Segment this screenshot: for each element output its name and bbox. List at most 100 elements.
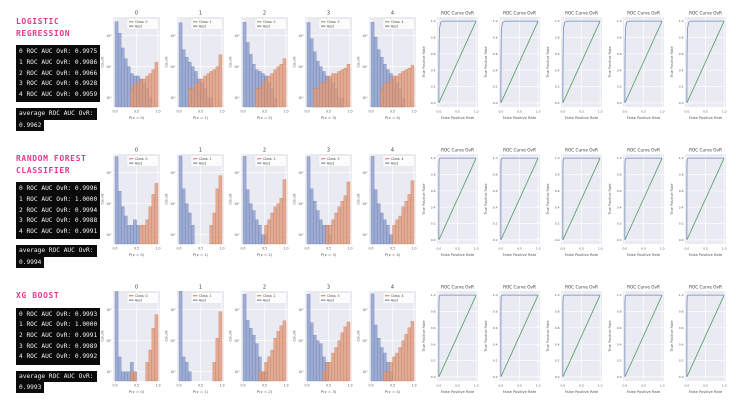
svg-text:0.4: 0.4 bbox=[679, 68, 684, 72]
svg-text:P(x = 1): P(x = 1) bbox=[193, 389, 209, 394]
roc-curve-plot-1: ROC Curve OvR True Positive Rate 0.0 0.2 0.4… bbox=[482, 145, 544, 263]
svg-text:0.5: 0.5 bbox=[390, 110, 395, 114]
roc-curve-plot-1: ROC Curve OvR True Positive Rate 0.0 0.2 0.4… bbox=[482, 282, 544, 400]
svg-text:0.4: 0.4 bbox=[493, 342, 498, 346]
svg-text:0.4: 0.4 bbox=[617, 68, 622, 72]
histograms-group: Class: 0 Rest 0 Count 10² 10¹ 10⁰ 0.0 0.5 1.0 P(x … bbox=[100, 274, 420, 400]
svg-text:10²: 10² bbox=[170, 171, 176, 175]
roc-curve-svg: ROC Curve OvR True Positive Rate 0.0 0.2 0.4… bbox=[608, 285, 665, 395]
svg-text:True Positive Rate: True Positive Rate bbox=[484, 320, 488, 352]
svg-text:1.0: 1.0 bbox=[283, 247, 288, 251]
svg-text:0.8: 0.8 bbox=[679, 173, 684, 177]
svg-text:0.0: 0.0 bbox=[176, 247, 181, 251]
svg-text:0.8: 0.8 bbox=[617, 173, 622, 177]
svg-text:0.5: 0.5 bbox=[641, 247, 646, 251]
roc-curve-svg: ROC Curve OvR True Positive Rate 0.0 0.2 0.4… bbox=[422, 285, 479, 395]
roc-curve-plot-0: ROC Curve OvR True Positive Rate 0.0 0.2 0.4… bbox=[420, 282, 482, 400]
svg-text:0.8: 0.8 bbox=[493, 173, 498, 177]
auc-score-line: 3 ROC AUC OvR: 0.9928 bbox=[19, 80, 98, 88]
svg-text:1: 1 bbox=[199, 148, 202, 154]
svg-text:0.8: 0.8 bbox=[431, 173, 436, 177]
svg-text:1.0: 1.0 bbox=[431, 156, 436, 160]
svg-text:10¹: 10¹ bbox=[362, 339, 368, 343]
svg-text:False Positive Rate: False Positive Rate bbox=[441, 253, 475, 257]
svg-text:10⁰: 10⁰ bbox=[362, 370, 368, 374]
svg-text:True Positive Rate: True Positive Rate bbox=[546, 320, 550, 352]
svg-text:0.0: 0.0 bbox=[112, 247, 117, 251]
svg-text:10⁰: 10⁰ bbox=[170, 96, 176, 100]
svg-text:False Positive Rate: False Positive Rate bbox=[565, 116, 599, 120]
svg-text:0.0: 0.0 bbox=[368, 384, 373, 388]
svg-text:0.5: 0.5 bbox=[134, 384, 139, 388]
histograms-group: Class: 0 Rest 0 Count 10² 10¹ 10⁰ 0.0 0.5 1.0 P(x … bbox=[100, 137, 420, 263]
svg-text:1.0: 1.0 bbox=[617, 293, 622, 297]
svg-text:1.0: 1.0 bbox=[598, 110, 603, 114]
svg-text:Count: Count bbox=[292, 56, 297, 68]
svg-text:0.5: 0.5 bbox=[198, 247, 203, 251]
histogram-class-3: Class: 3 Rest 3 Count 10² 10¹ 10⁰ 0.0 0.5 1.0 P(x … bbox=[292, 282, 356, 400]
svg-text:0.2: 0.2 bbox=[679, 222, 684, 226]
svg-text:Rest: Rest bbox=[135, 162, 143, 166]
histogram-class-3: Class: 3 Rest 3 Count 10² 10¹ 10⁰ 0.0 0.5 1.0 P(x … bbox=[292, 8, 356, 126]
svg-text:Class: 0: Class: 0 bbox=[135, 157, 148, 161]
svg-text:2: 2 bbox=[263, 148, 266, 154]
svg-text:Rest: Rest bbox=[391, 299, 399, 303]
svg-text:True Positive Rate: True Positive Rate bbox=[608, 183, 612, 215]
svg-text:0.6: 0.6 bbox=[555, 326, 560, 330]
auc-scores-box: 0 ROC AUC OvR: 0.9993 1 ROC AUC OvR: 1.00… bbox=[16, 307, 101, 365]
average-auc-label: average ROC AUC OvR: bbox=[16, 108, 97, 120]
svg-text:0.0: 0.0 bbox=[368, 110, 373, 114]
svg-text:1.0: 1.0 bbox=[598, 247, 603, 251]
svg-text:0.5: 0.5 bbox=[262, 247, 267, 251]
svg-text:0.2: 0.2 bbox=[493, 85, 498, 89]
svg-text:False Positive Rate: False Positive Rate bbox=[565, 253, 599, 257]
svg-text:True Positive Rate: True Positive Rate bbox=[608, 46, 612, 78]
svg-text:False Positive Rate: False Positive Rate bbox=[627, 116, 661, 120]
svg-text:0.5: 0.5 bbox=[579, 247, 584, 251]
svg-text:0.4: 0.4 bbox=[555, 205, 560, 209]
svg-text:P(x = 0): P(x = 0) bbox=[129, 389, 145, 394]
histogram-class-3: Class: 3 Rest 3 Count 10² 10¹ 10⁰ 0.0 0.5 1.0 P(x … bbox=[292, 145, 356, 263]
svg-text:0.0: 0.0 bbox=[240, 384, 245, 388]
svg-text:Count: Count bbox=[292, 193, 297, 205]
roc-curve-svg: ROC Curve OvR True Positive Rate 0.0 0.2 0.4… bbox=[422, 11, 479, 121]
svg-text:False Positive Rate: False Positive Rate bbox=[689, 390, 723, 394]
svg-text:0.4: 0.4 bbox=[555, 68, 560, 72]
histogram-class-1: Class: 1 Rest 1 Count 10² 10¹ 10⁰ 0.0 0.5 1.0 P(x … bbox=[164, 282, 228, 400]
svg-text:Rest: Rest bbox=[263, 162, 271, 166]
svg-text:0.6: 0.6 bbox=[493, 326, 498, 330]
svg-text:1.0: 1.0 bbox=[722, 384, 727, 388]
svg-text:Rest: Rest bbox=[199, 299, 207, 303]
roc-curve-svg: ROC Curve OvR True Positive Rate 0.0 0.2 0.4… bbox=[422, 148, 479, 258]
svg-text:0.5: 0.5 bbox=[517, 110, 522, 114]
svg-text:Rest: Rest bbox=[327, 162, 335, 166]
svg-text:0.4: 0.4 bbox=[617, 342, 622, 346]
svg-text:P(x = 3): P(x = 3) bbox=[321, 252, 337, 257]
svg-text:0.5: 0.5 bbox=[326, 247, 331, 251]
svg-text:ROC Curve OvR: ROC Curve OvR bbox=[565, 148, 598, 153]
average-auc-box: average ROC AUC OvR: 0.9993 bbox=[16, 370, 100, 394]
roc-curve-plot-2: ROC Curve OvR True Positive Rate 0.0 0.2 0.4… bbox=[544, 282, 606, 400]
svg-text:True Positive Rate: True Positive Rate bbox=[484, 183, 488, 215]
svg-text:10²: 10² bbox=[362, 171, 368, 175]
histogram-class-2: Class: 2 Rest 2 Count 10² 10¹ 10⁰ 0.0 0.5 1.0 P(x … bbox=[228, 8, 292, 126]
svg-text:0.8: 0.8 bbox=[493, 36, 498, 40]
svg-text:False Positive Rate: False Positive Rate bbox=[627, 390, 661, 394]
svg-text:10²: 10² bbox=[298, 308, 304, 312]
auc-score-line: 0 ROC AUC OvR: 0.9975 bbox=[19, 48, 98, 56]
svg-text:0.0: 0.0 bbox=[436, 384, 441, 388]
svg-text:Rest: Rest bbox=[263, 299, 271, 303]
svg-text:Class: 1: Class: 1 bbox=[199, 294, 212, 298]
svg-text:0.0: 0.0 bbox=[112, 384, 117, 388]
svg-text:10¹: 10¹ bbox=[234, 202, 240, 206]
svg-text:False Positive Rate: False Positive Rate bbox=[441, 116, 475, 120]
svg-text:1.0: 1.0 bbox=[474, 384, 479, 388]
svg-text:10²: 10² bbox=[106, 171, 112, 175]
roc-curve-svg: ROC Curve OvR True Positive Rate 0.0 0.2 0.4… bbox=[484, 11, 541, 121]
svg-text:P(x = 3): P(x = 3) bbox=[321, 115, 337, 120]
svg-text:1.0: 1.0 bbox=[155, 384, 160, 388]
